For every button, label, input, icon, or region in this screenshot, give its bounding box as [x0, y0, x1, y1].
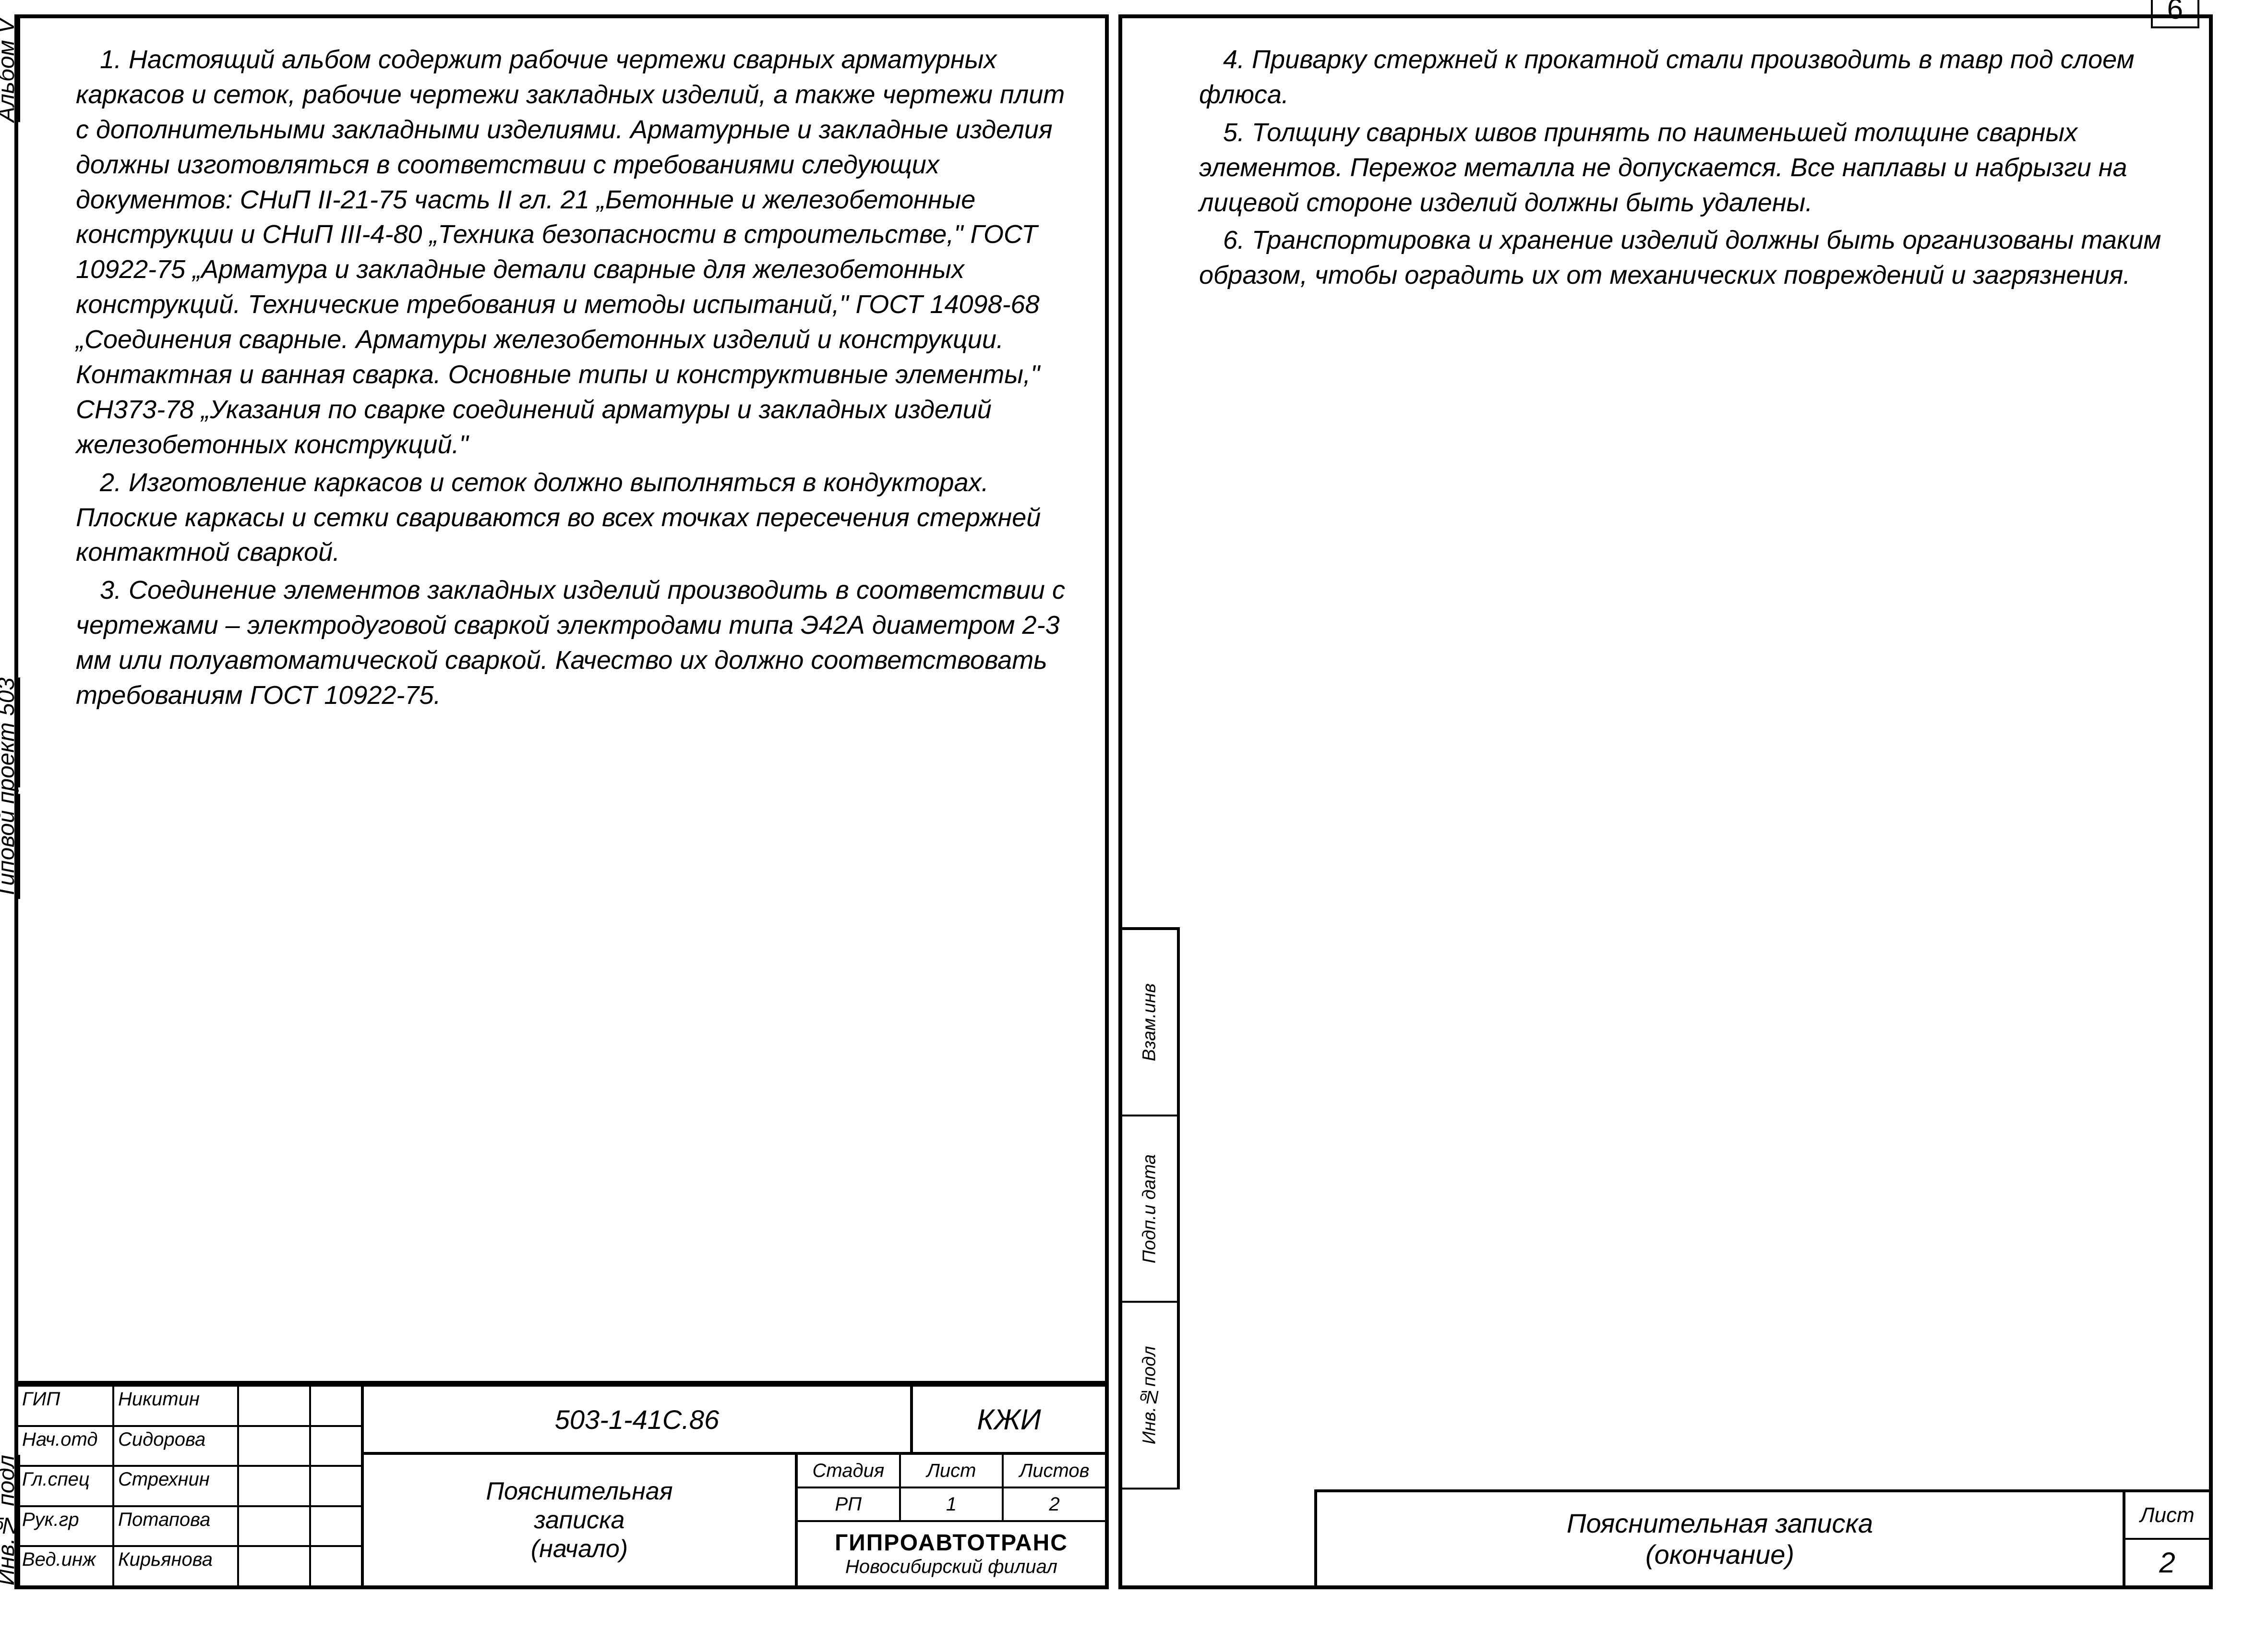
- approval-role: Вед.инж: [18, 1547, 114, 1585]
- approval-name: Кирьянова: [114, 1547, 239, 1585]
- stamp-cell: Взам.инв: [1122, 930, 1177, 1116]
- explanatory-note-text: 1. Настоящий альбом содержит рабочие чер…: [18, 18, 1105, 1384]
- approval-row: ГИП Никитин: [18, 1387, 361, 1427]
- explanatory-note-continuation: 4. Приварку стержней к прокатной стали п…: [1122, 18, 2209, 1489]
- approval-signature: [239, 1547, 311, 1585]
- cont-title-2: (окончание): [1645, 1539, 1794, 1570]
- stage-header-row: Стадия Лист Листов: [798, 1455, 1105, 1488]
- approval-row: Гл.спец Стрехнин: [18, 1467, 361, 1507]
- approval-name: Потапова: [114, 1507, 239, 1546]
- approval-row: Вед.инж Кирьянова: [18, 1547, 361, 1585]
- approval-row: Рук.гр Потапова: [18, 1507, 361, 1547]
- org-branch: Новосибирский филиал: [845, 1556, 1057, 1578]
- cont-title-1: Пояснительная записка: [1567, 1508, 1873, 1539]
- approval-role: Гл.спец: [18, 1467, 114, 1505]
- organization-block: ГИПРОАВТОТРАНС Новосибирский филиал: [798, 1522, 1105, 1585]
- title-line-3: (начало): [531, 1535, 628, 1563]
- side-label-album: Альбом V: [0, 18, 20, 122]
- title-block-top-row: 503-1-41С.86 КЖИ: [364, 1387, 1105, 1455]
- binding-margin-labels: Альбом V Типовой проект 503 Инв.№ подл: [0, 18, 18, 1585]
- side-label-inv: Инв.№ подл: [0, 1455, 20, 1585]
- stage-value-row: РП 1 2: [798, 1488, 1105, 1522]
- sheet-number-block: Лист 2: [2123, 1492, 2209, 1585]
- approval-name: Никитин: [114, 1387, 239, 1425]
- approval-date: [311, 1547, 361, 1585]
- approvals-table: ГИП Никитин Нач.отд Сидорова Гл.спец Стр…: [18, 1387, 364, 1585]
- stamp-cell: Подп.и дата: [1122, 1116, 1177, 1303]
- title-line-1: Пояснительная: [486, 1477, 672, 1506]
- drawing-mark: КЖИ: [913, 1387, 1105, 1452]
- approval-date: [311, 1427, 361, 1465]
- note-para-3: 3. Соединение элементов закладных издели…: [76, 573, 1076, 713]
- approval-role: ГИП: [18, 1387, 114, 1425]
- sheet-number: 2: [2125, 1540, 2209, 1585]
- drawing-code: 503-1-41С.86: [364, 1387, 913, 1452]
- binding-stamp: Взам.инв Подп.и дата Инв.№подл: [1122, 927, 1180, 1489]
- sheet-header: Лист: [901, 1455, 1004, 1487]
- title-block-right: Стадия Лист Листов РП 1 2 ГИПРОАВТОТРАНС…: [798, 1455, 1105, 1585]
- approval-signature: [239, 1467, 311, 1505]
- title-block-bottom-row: Пояснительная записка (начало) Стадия Ли…: [364, 1455, 1105, 1585]
- approval-name: Сидорова: [114, 1427, 239, 1465]
- note-para-2: 2. Изготовление каркасов и сеток должно …: [76, 465, 1076, 570]
- approval-signature: [239, 1387, 311, 1425]
- note-para-5: 5. Толщину сварных швов принять по наиме…: [1199, 115, 2180, 220]
- drawing-title: Пояснительная записка (начало): [364, 1455, 798, 1585]
- title-block-main: 503-1-41С.86 КЖИ Пояснительная записка (…: [364, 1387, 1105, 1585]
- title-block: ГИП Никитин Нач.отд Сидорова Гл.спец Стр…: [18, 1384, 1105, 1585]
- drawing-sheet-right: 6 4. Приварку стержней к прокатной стали…: [1118, 14, 2213, 1589]
- sheet-value: 1: [901, 1488, 1004, 1520]
- note-para-4: 4. Приварку стержней к прокатной стали п…: [1199, 42, 2180, 112]
- drawing-sheet-left: Альбом V Типовой проект 503 Инв.№ подл 1…: [14, 14, 1109, 1589]
- stamp-cell: Инв.№подл: [1122, 1303, 1177, 1489]
- note-para-6: 6. Транспортировка и хранение изделий до…: [1199, 223, 2180, 293]
- stage-value: РП: [798, 1488, 901, 1520]
- side-label-project: Типовой проект 503: [0, 677, 20, 899]
- sheet-label: Лист: [2125, 1492, 2209, 1540]
- continuation-title: Пояснительная записка (окончание): [1314, 1492, 2123, 1585]
- page-number: 6: [2151, 0, 2199, 28]
- note-para-1: 1. Настоящий альбом содержит рабочие чер…: [76, 42, 1076, 462]
- approval-date: [311, 1467, 361, 1505]
- approval-role: Рук.гр: [18, 1507, 114, 1546]
- approval-row: Нач.отд Сидорова: [18, 1427, 361, 1467]
- stage-header: Стадия: [798, 1455, 901, 1487]
- approval-date: [311, 1387, 361, 1425]
- approval-signature: [239, 1507, 311, 1546]
- approval-signature: [239, 1427, 311, 1465]
- sheets-header: Листов: [1004, 1455, 1105, 1487]
- approval-name: Стрехнин: [114, 1467, 239, 1505]
- title-line-2: записка: [534, 1506, 625, 1535]
- approval-role: Нач.отд: [18, 1427, 114, 1465]
- continuation-title-block: Пояснительная записка (окончание) Лист 2: [1314, 1489, 2209, 1585]
- approval-date: [311, 1507, 361, 1546]
- org-name: ГИПРОАВТОТРАНС: [835, 1530, 1068, 1556]
- sheets-value: 2: [1004, 1488, 1105, 1520]
